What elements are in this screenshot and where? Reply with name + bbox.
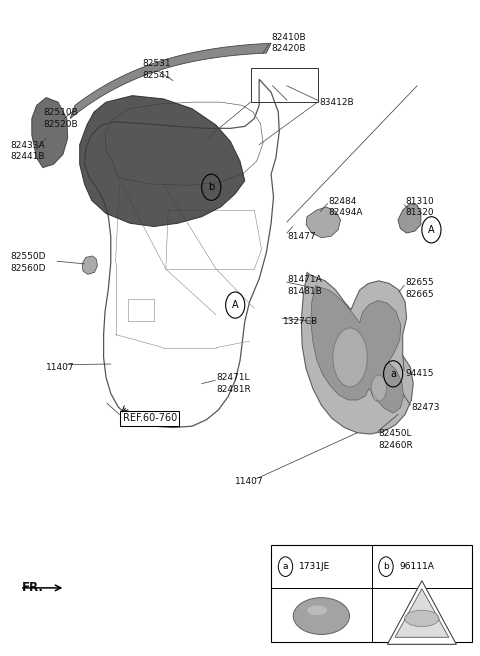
Text: 82531
82541: 82531 82541 — [142, 59, 170, 79]
Polygon shape — [32, 98, 68, 168]
Ellipse shape — [293, 598, 349, 634]
Text: 83412B: 83412B — [319, 98, 354, 107]
Text: 1327CB: 1327CB — [283, 317, 318, 326]
Polygon shape — [301, 272, 413, 434]
Text: 82655
82665: 82655 82665 — [405, 279, 434, 299]
Polygon shape — [395, 588, 449, 637]
Text: REF.60-760: REF.60-760 — [123, 413, 177, 423]
Text: 82433A
82441B: 82433A 82441B — [10, 141, 45, 161]
Text: 82450L
82460R: 82450L 82460R — [379, 429, 414, 449]
Text: 82510B
82520B: 82510B 82520B — [44, 108, 79, 129]
Polygon shape — [70, 43, 271, 119]
Polygon shape — [311, 285, 404, 413]
Text: 81477: 81477 — [288, 232, 316, 241]
Text: b: b — [383, 562, 389, 571]
Text: 82471L
82481R: 82471L 82481R — [216, 373, 251, 394]
Text: 1731JE: 1731JE — [299, 562, 330, 571]
Ellipse shape — [307, 605, 327, 615]
Text: A: A — [232, 300, 239, 310]
Text: b: b — [208, 182, 215, 192]
Polygon shape — [387, 581, 456, 644]
Ellipse shape — [405, 610, 439, 626]
Text: 81471A
81481B: 81471A 81481B — [288, 276, 323, 296]
Ellipse shape — [371, 375, 386, 401]
Text: 94415: 94415 — [405, 369, 433, 379]
Polygon shape — [80, 96, 245, 226]
Text: 82410B
82420B: 82410B 82420B — [271, 33, 306, 54]
Ellipse shape — [333, 328, 367, 387]
Polygon shape — [306, 207, 340, 237]
Text: 11407: 11407 — [235, 478, 264, 486]
Text: A: A — [428, 225, 435, 235]
Text: FR.: FR. — [22, 581, 44, 594]
Text: a: a — [283, 562, 288, 571]
Text: 82550D
82560D: 82550D 82560D — [10, 253, 46, 273]
Text: 82473: 82473 — [411, 403, 440, 413]
Polygon shape — [398, 203, 421, 233]
Polygon shape — [82, 256, 97, 274]
Text: 81310
81320: 81310 81320 — [405, 197, 434, 217]
Text: a: a — [390, 369, 396, 379]
FancyBboxPatch shape — [271, 545, 472, 642]
Text: 11407: 11407 — [46, 363, 75, 372]
Text: 96111A: 96111A — [399, 562, 434, 571]
Text: 82484
82494A: 82484 82494A — [328, 197, 363, 217]
